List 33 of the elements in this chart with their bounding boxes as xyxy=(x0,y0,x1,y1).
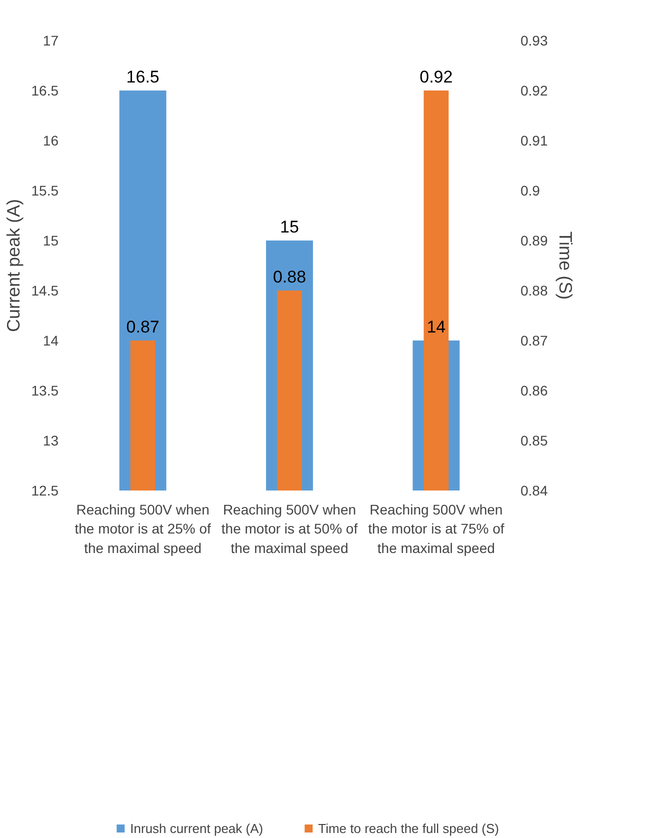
y-tick-label: 13.5 xyxy=(31,382,59,398)
data-label: 0.92 xyxy=(420,68,453,86)
x-tick-label: Reaching 500V when the motor is at 75% of the maximal speed xyxy=(368,502,504,556)
y2-tick-label: 0.85 xyxy=(520,432,548,448)
y2-tick-label: 0.89 xyxy=(520,232,548,248)
y-tick-label: 16.5 xyxy=(31,82,59,98)
data-label: 14 xyxy=(426,318,446,336)
legend-label: Time to reach the full speed (S) xyxy=(318,820,499,836)
data-label: 16.5 xyxy=(126,68,160,86)
x-tick-label: Reaching 500V when the motor is at 50% of the maximal speed xyxy=(221,502,358,556)
x-tick-label: Reaching 500V when the motor is at 25% of the maximal speed xyxy=(74,502,212,556)
legend-label: Inrush current peak (A) xyxy=(130,820,264,836)
y2-tick-label: 0.91 xyxy=(520,132,548,148)
y-tick-label: 16 xyxy=(42,132,59,148)
y2-tick-label: 0.86 xyxy=(520,382,548,398)
y2-axis-title: Time (S) xyxy=(556,231,576,300)
data-label: 0.88 xyxy=(272,268,306,286)
y-tick-label: 12.5 xyxy=(31,482,59,498)
y2-tick-label: 0.88 xyxy=(520,282,548,298)
y-tick-label: 15 xyxy=(42,232,59,248)
data-label: 15 xyxy=(280,218,299,236)
y2-tick-label: 0.87 xyxy=(520,332,548,348)
y-tick-label: 15.5 xyxy=(31,182,59,198)
y-tick-label: 14.5 xyxy=(31,282,59,298)
y2-tick-label: 0.9 xyxy=(520,182,540,198)
y-tick-label: 14 xyxy=(42,332,59,348)
y-tick-label: 13 xyxy=(42,432,59,448)
y2-tick-label: 0.84 xyxy=(520,482,548,498)
y-tick-label: 17 xyxy=(42,32,59,48)
y2-tick-label: 0.93 xyxy=(520,32,548,48)
y-axis-title: Current peak (A) xyxy=(3,198,24,332)
data-label: 0.87 xyxy=(126,318,160,336)
y2-tick-label: 0.92 xyxy=(520,82,548,98)
